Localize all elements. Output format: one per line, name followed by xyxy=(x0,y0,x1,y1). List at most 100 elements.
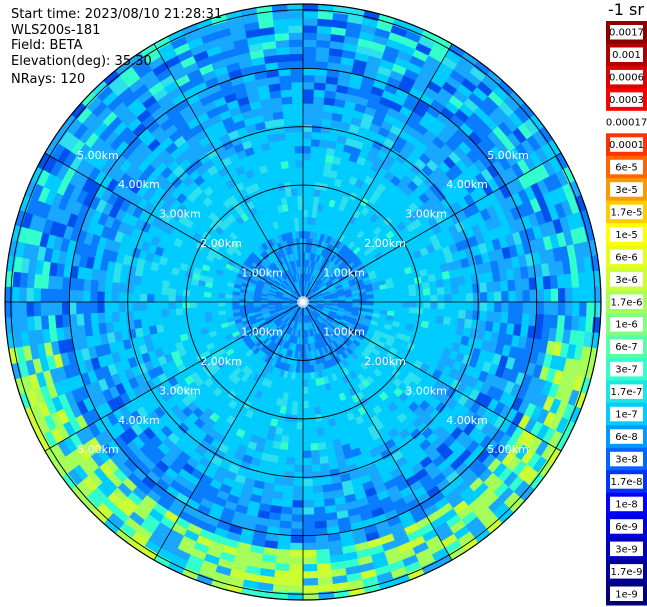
gate-cell xyxy=(96,301,105,314)
gate-cell xyxy=(272,11,289,20)
gate-cell xyxy=(273,18,289,28)
gate-cell xyxy=(458,301,467,311)
gate-cell xyxy=(302,110,314,119)
gate-cell xyxy=(306,379,313,388)
gate-cell xyxy=(285,138,296,148)
gate-cell xyxy=(313,82,327,91)
gate-cell xyxy=(90,312,99,325)
gate-cell xyxy=(210,301,219,308)
gate-cell xyxy=(295,429,304,438)
gate-cell xyxy=(302,351,307,360)
gate-cell xyxy=(309,435,319,444)
gate-cell xyxy=(302,578,319,587)
gate-cell xyxy=(463,275,473,286)
gate-cell xyxy=(294,223,300,232)
gate-cell xyxy=(318,448,328,458)
gate-cell xyxy=(275,39,290,49)
gate-cell xyxy=(82,301,91,314)
gate-cell xyxy=(40,288,49,303)
gate-cell xyxy=(146,293,155,303)
gate-cell xyxy=(175,308,184,316)
gate-cell xyxy=(486,311,495,323)
gate-cell xyxy=(146,301,155,311)
gate-cell xyxy=(224,301,233,307)
gate-cell xyxy=(407,283,417,292)
gate-cell xyxy=(373,297,382,303)
gate-cell xyxy=(284,464,295,473)
gate-cell xyxy=(450,285,460,295)
gate-cell xyxy=(40,274,50,289)
gate-cell xyxy=(75,289,84,303)
gate-cell xyxy=(302,400,309,409)
gate-cell xyxy=(54,275,64,290)
gate-cell xyxy=(472,283,481,294)
gate-cell xyxy=(282,110,294,119)
gate-cell xyxy=(280,506,293,515)
gate-cell xyxy=(463,318,473,329)
gate-cell xyxy=(486,281,495,293)
gate-cell xyxy=(104,280,113,293)
gate-cell xyxy=(196,312,206,319)
reflectivity-cells xyxy=(4,3,602,601)
gate-cell xyxy=(302,521,316,530)
gate-cell xyxy=(470,274,480,285)
gate-cell xyxy=(287,152,296,162)
gate-cell xyxy=(308,188,316,197)
gate-cell xyxy=(126,319,136,330)
gate-cell xyxy=(494,301,502,313)
gate-cell xyxy=(302,95,315,104)
gate-cell xyxy=(302,166,311,175)
gate-cell xyxy=(380,297,389,303)
gate-cell xyxy=(472,301,481,312)
gate-cell xyxy=(284,131,295,140)
gate-cell xyxy=(278,146,288,156)
gate-cell xyxy=(507,279,516,292)
gate-cell xyxy=(315,541,330,551)
gate-cell xyxy=(211,310,220,317)
gate-cell xyxy=(302,393,309,402)
gate-cell xyxy=(26,287,35,303)
gate-cell xyxy=(302,88,315,97)
gate-cell xyxy=(313,499,325,508)
gate-cell xyxy=(313,506,326,515)
gate-cell xyxy=(104,291,112,303)
gate-cell xyxy=(465,292,474,303)
gate-cell xyxy=(33,315,43,331)
gate-cell xyxy=(311,124,322,133)
gate-cell xyxy=(281,167,290,177)
gate-cell xyxy=(196,301,205,308)
gate-cell xyxy=(126,274,136,285)
gate-cell xyxy=(435,315,445,325)
gate-cell xyxy=(444,293,453,303)
gate-cell xyxy=(118,292,127,303)
gate-cell xyxy=(422,288,431,296)
gate-cell xyxy=(161,315,171,325)
gate-cell xyxy=(508,290,517,303)
gate-cell xyxy=(132,310,141,321)
gate-cell xyxy=(302,372,308,381)
gate-cell xyxy=(310,449,320,459)
gate-cell xyxy=(314,75,327,84)
gate-cell xyxy=(302,209,309,218)
gate-cell xyxy=(287,160,297,169)
gate-cell xyxy=(317,11,334,20)
gate-cell xyxy=(161,286,170,296)
gate-cell xyxy=(319,462,330,472)
gate-cell xyxy=(550,301,559,316)
gate-cell xyxy=(111,311,120,323)
gate-cell xyxy=(154,278,164,288)
gate-cell xyxy=(293,216,300,225)
gate-cell xyxy=(292,493,304,501)
gate-cell xyxy=(281,492,294,501)
gate-cell xyxy=(443,286,453,295)
gate-cell xyxy=(290,188,298,197)
gate-cell xyxy=(570,272,580,289)
gate-cell xyxy=(306,372,312,381)
gate-cell xyxy=(287,585,304,594)
gate-cell xyxy=(139,309,149,320)
gate-cell xyxy=(281,96,293,105)
gate-cell xyxy=(40,315,50,330)
gate-cell xyxy=(310,145,320,155)
gate-cell xyxy=(302,39,317,48)
gate-cell xyxy=(409,295,417,303)
